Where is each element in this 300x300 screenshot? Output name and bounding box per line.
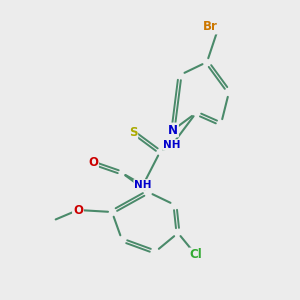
- Text: S: S: [129, 125, 137, 139]
- Text: NH: NH: [134, 180, 152, 190]
- Text: N: N: [168, 124, 178, 136]
- Text: Br: Br: [202, 20, 217, 34]
- Text: O: O: [73, 203, 83, 217]
- Text: Cl: Cl: [190, 248, 202, 262]
- Text: NH: NH: [163, 140, 181, 150]
- Text: O: O: [88, 157, 98, 169]
